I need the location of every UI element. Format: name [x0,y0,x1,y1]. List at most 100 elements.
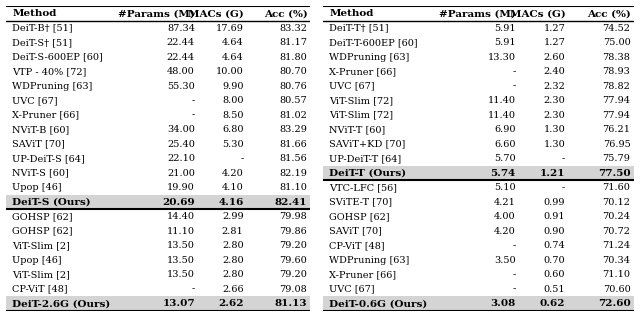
Text: 5.74: 5.74 [490,169,516,178]
Text: 5.70: 5.70 [494,154,516,163]
Text: SViTE-T [70]: SViTE-T [70] [330,198,392,207]
Text: X-Pruner [66]: X-Pruner [66] [330,67,397,76]
Text: DeiT-S† [51]: DeiT-S† [51] [13,38,72,47]
Text: 34.00: 34.00 [167,125,195,134]
Text: 3.50: 3.50 [494,256,516,265]
Text: -: - [562,154,565,163]
Text: DeiT-S-600EP [60]: DeiT-S-600EP [60] [13,52,103,62]
Text: X-Pruner [66]: X-Pruner [66] [330,270,397,279]
Text: WDPruning [63]: WDPruning [63] [330,256,410,265]
Text: 82.41: 82.41 [275,198,307,207]
Text: SAViT [70]: SAViT [70] [13,139,65,149]
Text: 22.44: 22.44 [167,52,195,62]
Text: #Params (M): #Params (M) [439,9,516,18]
Text: ViT-Slim [72]: ViT-Slim [72] [330,111,394,120]
Text: X-Pruner [66]: X-Pruner [66] [13,111,79,120]
Text: Method: Method [13,9,57,18]
Text: 4.10: 4.10 [222,183,244,192]
Text: 1.30: 1.30 [543,125,565,134]
Text: VTP - 40% [72]: VTP - 40% [72] [13,67,87,76]
Text: 83.32: 83.32 [279,24,307,33]
Text: 71.24: 71.24 [602,241,630,250]
Text: 5.10: 5.10 [494,183,516,192]
Text: 4.20: 4.20 [222,169,244,178]
Text: DeiT-S (Ours): DeiT-S (Ours) [13,198,91,207]
Text: -: - [513,82,516,90]
Text: 6.60: 6.60 [494,139,516,149]
Text: 0.70: 0.70 [544,256,565,265]
Text: 6.80: 6.80 [222,125,244,134]
Text: 71.10: 71.10 [602,270,630,279]
Bar [323,296,634,311]
Text: 70.12: 70.12 [602,198,630,207]
Text: 0.74: 0.74 [543,241,565,250]
Text: 76.95: 76.95 [603,139,630,149]
Text: DeiT-T-600EP [60]: DeiT-T-600EP [60] [330,38,418,47]
Text: -: - [562,183,565,192]
Text: 0.51: 0.51 [544,284,565,294]
Text: 81.56: 81.56 [280,154,307,163]
Text: 70.34: 70.34 [602,256,630,265]
Text: 77.94: 77.94 [602,111,630,120]
Text: 21.00: 21.00 [167,169,195,178]
Text: 79.08: 79.08 [280,284,307,294]
Text: 78.93: 78.93 [603,67,630,76]
Text: 13.50: 13.50 [167,241,195,250]
Text: Upop [46]: Upop [46] [13,183,62,192]
Text: 4.64: 4.64 [222,52,244,62]
Text: CP-ViT [48]: CP-ViT [48] [330,241,385,250]
Text: 5.91: 5.91 [494,38,516,47]
Text: 70.72: 70.72 [602,227,630,236]
Text: Upop [46]: Upop [46] [13,256,62,265]
Text: 78.38: 78.38 [603,52,630,62]
Text: ViT-Slim [2]: ViT-Slim [2] [13,270,70,279]
Text: Method: Method [330,9,374,18]
Text: DeiT-B† [51]: DeiT-B† [51] [13,24,73,33]
Text: 4.00: 4.00 [494,212,516,221]
Text: Acc (%): Acc (%) [587,9,630,18]
Text: DeiT-T (Ours): DeiT-T (Ours) [330,169,406,178]
Text: ViT-Slim [2]: ViT-Slim [2] [13,241,70,250]
Text: WDPruning [63]: WDPruning [63] [13,82,93,90]
Text: -: - [513,67,516,76]
Text: 4.21: 4.21 [494,198,516,207]
Bar [323,166,634,180]
Text: UP-DeiT-T [64]: UP-DeiT-T [64] [330,154,402,163]
Text: 8.00: 8.00 [222,96,244,105]
Text: NViT-B [60]: NViT-B [60] [13,125,70,134]
Text: 8.50: 8.50 [222,111,244,120]
Text: 81.02: 81.02 [280,111,307,120]
Text: 2.32: 2.32 [543,82,565,90]
Text: 2.66: 2.66 [222,284,244,294]
Text: 81.17: 81.17 [279,38,307,47]
Text: 75.00: 75.00 [603,38,630,47]
Text: 25.40: 25.40 [167,139,195,149]
Text: 79.20: 79.20 [280,270,307,279]
Text: 82.19: 82.19 [280,169,307,178]
Text: UVC [67]: UVC [67] [330,82,375,90]
Text: 2.62: 2.62 [218,299,244,308]
Text: MACs (G): MACs (G) [509,9,565,18]
Text: 78.82: 78.82 [603,82,630,90]
Text: 6.90: 6.90 [494,125,516,134]
Text: 19.90: 19.90 [167,183,195,192]
Text: 2.30: 2.30 [543,96,565,105]
Text: -: - [191,96,195,105]
Text: 81.80: 81.80 [280,52,307,62]
Text: 2.81: 2.81 [222,227,244,236]
Text: 10.00: 10.00 [216,67,244,76]
Text: -: - [191,111,195,120]
Text: 11.40: 11.40 [488,111,516,120]
Text: 81.13: 81.13 [275,299,307,308]
Text: 0.62: 0.62 [540,299,565,308]
Text: 22.10: 22.10 [167,154,195,163]
Text: SAViT+KD [70]: SAViT+KD [70] [330,139,406,149]
Text: 76.21: 76.21 [602,125,630,134]
Text: 3.08: 3.08 [490,299,516,308]
Text: 1.27: 1.27 [543,38,565,47]
Text: 79.20: 79.20 [280,241,307,250]
Text: 4.20: 4.20 [494,227,516,236]
Text: 1.21: 1.21 [540,169,565,178]
Text: UVC [67]: UVC [67] [13,96,58,105]
Text: 2.80: 2.80 [222,241,244,250]
